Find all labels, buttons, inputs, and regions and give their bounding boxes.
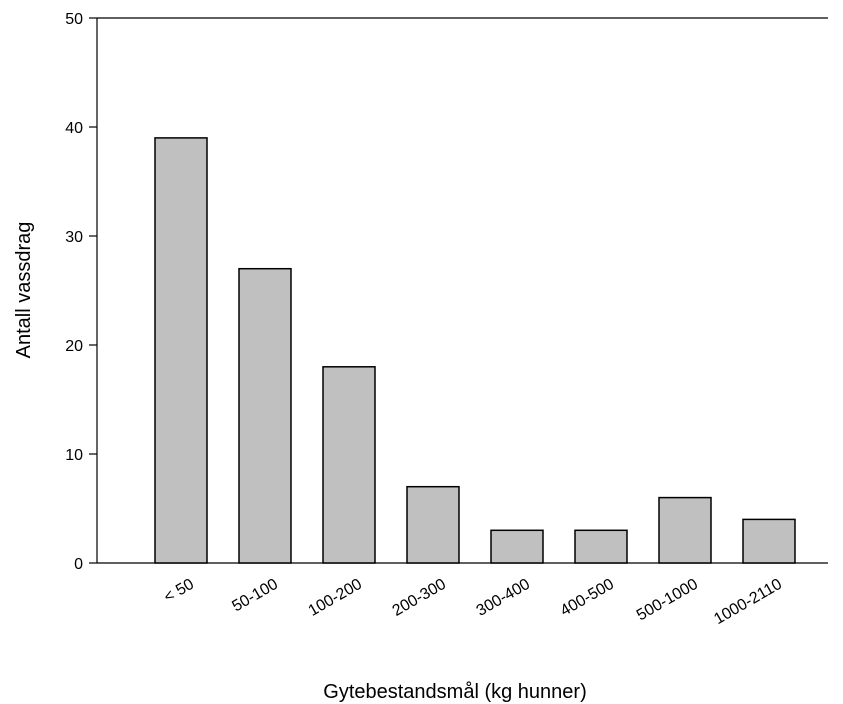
y-tick-label: 10 — [65, 447, 83, 464]
x-tick-label: 400-500 — [558, 576, 617, 620]
x-tick-label: 100-200 — [306, 576, 365, 620]
bar — [154, 137, 208, 564]
x-axis-title: Gytebestandsmål (kg hunner) — [323, 681, 586, 703]
x-tick-label: 300-400 — [474, 576, 533, 620]
x-tick-label: 1000-2110 — [711, 576, 785, 628]
x-tick-label: 200-300 — [390, 576, 449, 620]
y-tick-label: 40 — [65, 120, 83, 137]
x-tick-label: 500-1000 — [634, 576, 701, 625]
x-tick-label: 50-100 — [229, 576, 281, 616]
bar — [574, 529, 628, 564]
bar — [238, 267, 292, 564]
bar — [658, 496, 712, 564]
y-tick-label: 50 — [65, 11, 83, 28]
y-ticks: 0 10 20 30 40 50 — [65, 11, 97, 573]
bar — [490, 529, 544, 564]
bar — [322, 366, 376, 564]
bar — [742, 518, 796, 564]
y-axis-title: Antall vassdrag — [13, 222, 35, 359]
y-tick-label: 30 — [65, 229, 83, 246]
x-ticks: < 50 50-100 100-200 200-300 300-400 400-500 50… — [161, 576, 785, 628]
x-tick-label: < 50 — [161, 576, 197, 607]
y-tick-label: 20 — [65, 338, 83, 355]
y-tick-label: 0 — [74, 556, 83, 573]
bars — [154, 137, 796, 564]
bar — [406, 485, 460, 564]
